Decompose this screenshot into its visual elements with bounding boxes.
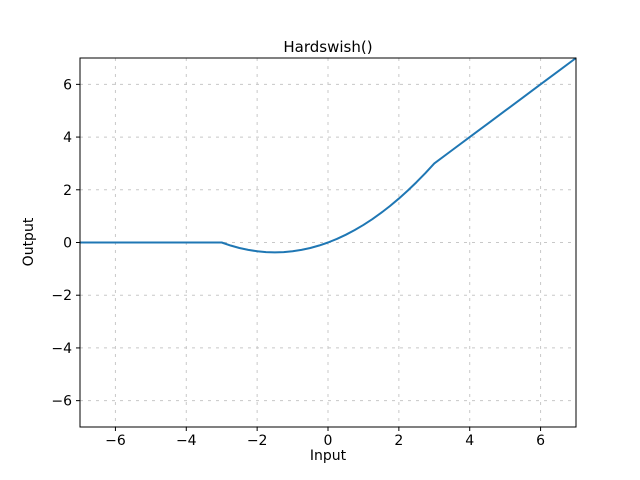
x-tick-label: −2 [247,433,268,449]
y-tick-label: −2 [51,288,72,304]
chart-title: Hardswish() [283,38,373,56]
x-tick-label: 0 [324,433,333,449]
x-axis-label: Input [309,448,347,464]
y-tick-label: 0 [63,236,72,252]
y-tick-label: 2 [63,183,72,199]
x-tick-label: 6 [536,433,545,449]
series-line-hardswish [80,57,577,254]
x-tick-label: 4 [465,433,474,449]
y-tick-label: 6 [63,77,72,93]
y-tick-label: −4 [51,341,72,357]
y-tick-label: 4 [63,130,72,146]
y-tick-label: −6 [51,394,72,410]
y-axis-label: Output [21,217,37,267]
x-tick-label: 2 [394,433,403,449]
x-tick-label: −6 [105,433,126,449]
x-tick-label: −4 [176,433,197,449]
